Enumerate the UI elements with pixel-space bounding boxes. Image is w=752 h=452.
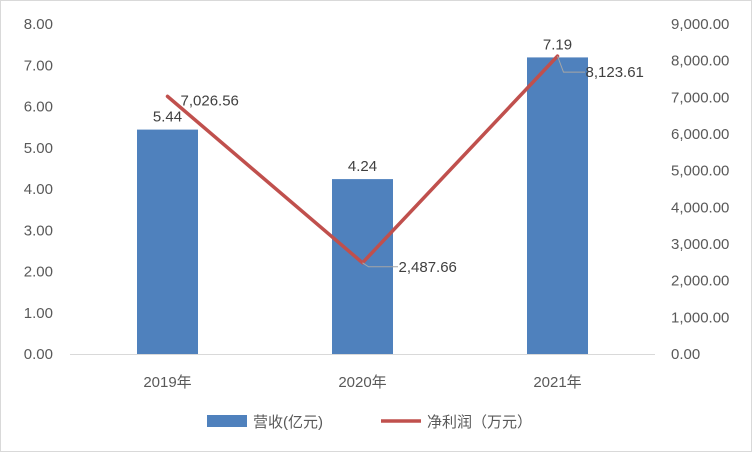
y-right-tick-label: 3,000.00 (671, 236, 729, 253)
y-right-tick-label: 0.00 (671, 346, 700, 363)
y-left-tick-label: 6.00 (24, 99, 53, 116)
y-right-tick-label: 5,000.00 (671, 163, 729, 180)
y-right-tick-label: 4,000.00 (671, 199, 729, 216)
y-left-tick-label: 1.00 (24, 305, 53, 322)
legend-swatch-revenue (207, 415, 247, 427)
y-right-tick-label: 1,000.00 (671, 309, 729, 326)
y-left-tick-label: 0.00 (24, 346, 53, 363)
y-left-tick-label: 2.00 (24, 264, 53, 281)
y-right-tick-label: 2,000.00 (671, 273, 729, 290)
bar-data-label: 5.44 (153, 109, 182, 126)
data-label-leader-line (362, 262, 398, 268)
y-left-tick-label: 7.00 (24, 57, 53, 74)
x-tick-label: 2021年 (533, 374, 581, 391)
y-right-tick-label: 9,000.00 (671, 16, 729, 33)
y-left-tick-label: 3.00 (24, 222, 53, 239)
y-left-tick-label: 8.00 (24, 16, 53, 33)
y-right-tick-label: 7,000.00 (671, 89, 729, 106)
y-right-tick-label: 8,000.00 (671, 53, 729, 70)
line-data-label: 7,026.56 (181, 92, 239, 109)
bar-revenue (527, 57, 588, 354)
bar-data-label: 7.19 (543, 36, 572, 53)
x-tick-label: 2020年 (338, 374, 386, 391)
data-label-leader-line (557, 55, 585, 73)
legend-label-revenue: 营收(亿元) (253, 414, 323, 431)
line-data-label: 8,123.61 (586, 64, 644, 81)
bar-revenue (137, 129, 198, 354)
line-data-label: 2,487.66 (399, 259, 457, 276)
y-left-tick-label: 5.00 (24, 140, 53, 157)
x-tick-label: 2019年 (143, 374, 191, 391)
y-left-tick-label: 4.00 (24, 181, 53, 198)
y-right-tick-label: 6,000.00 (671, 126, 729, 143)
bar-data-label: 4.24 (348, 158, 377, 175)
legend-label-net-profit: 净利润（万元） (427, 414, 532, 431)
